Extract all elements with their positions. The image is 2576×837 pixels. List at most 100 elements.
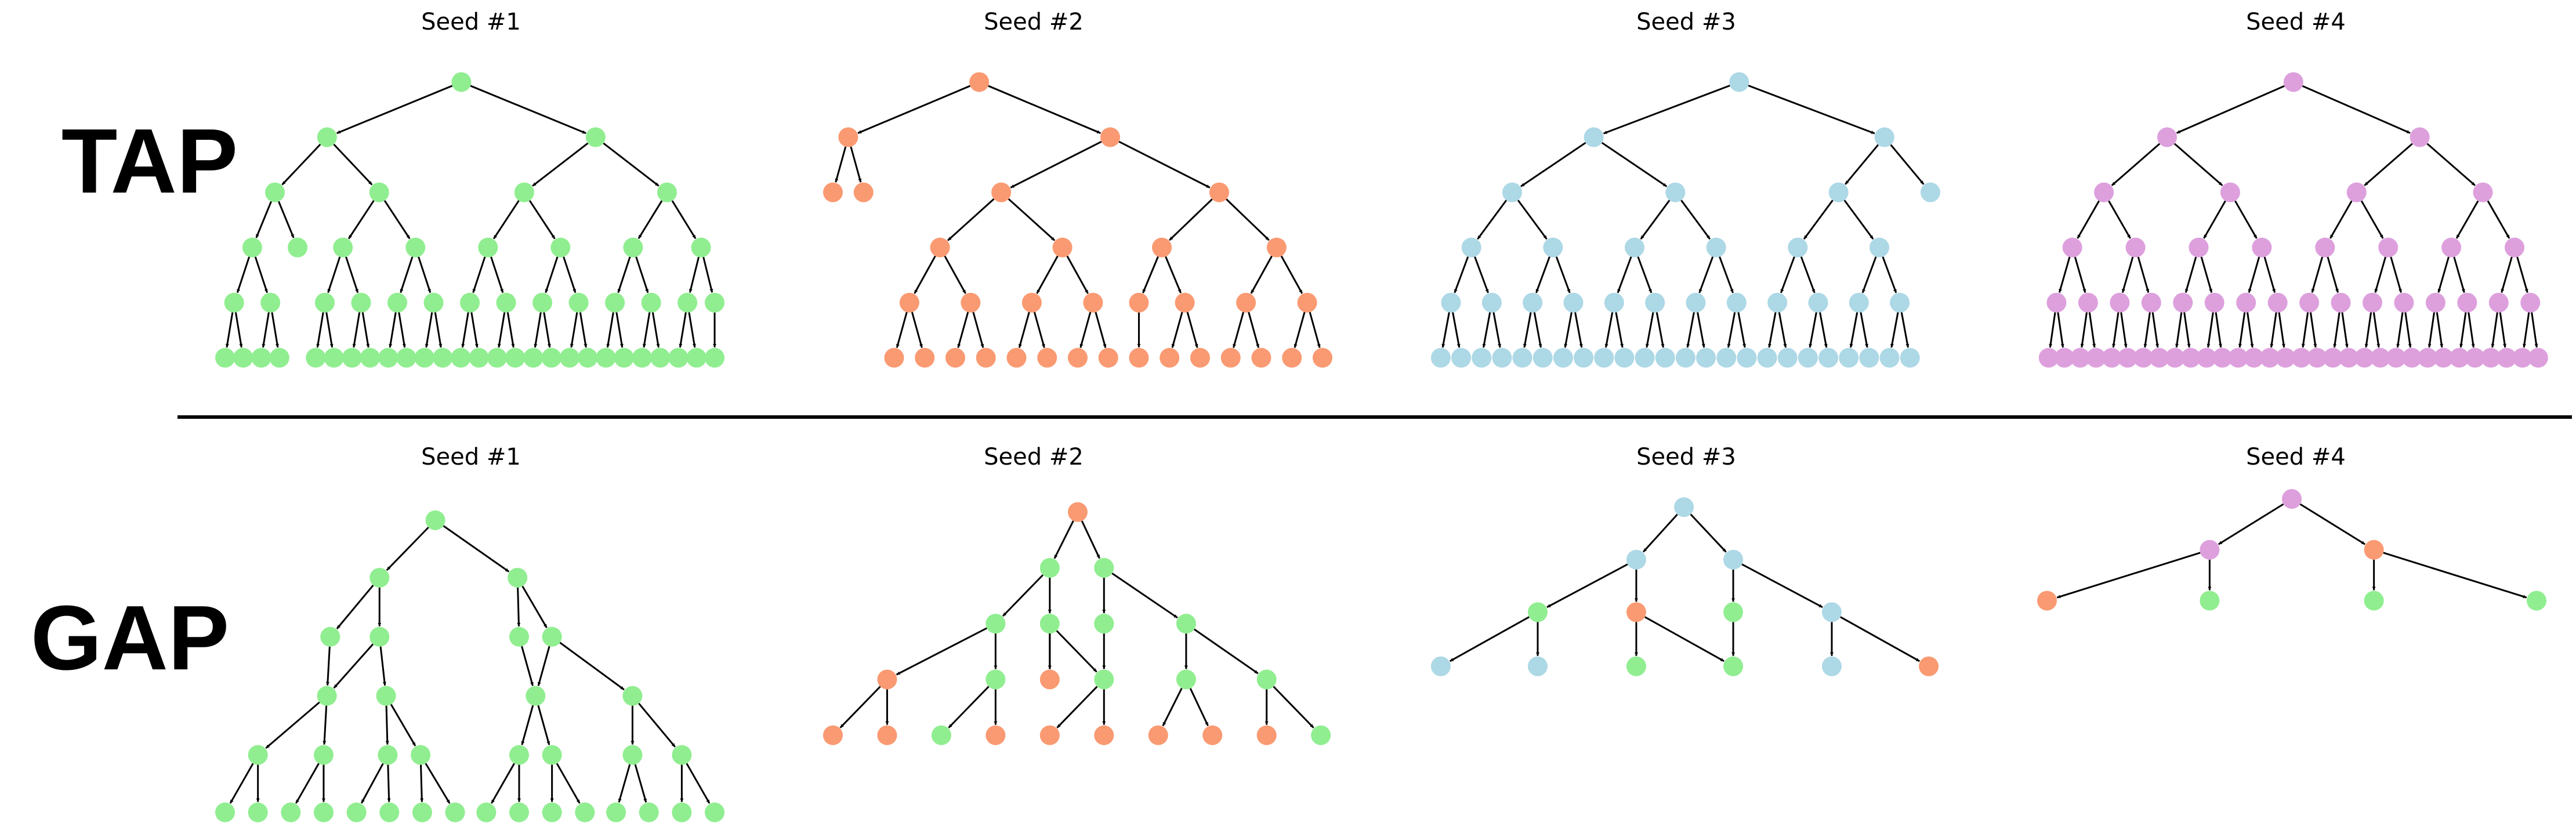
- tree-node: [460, 292, 480, 313]
- tree-node: [369, 182, 389, 202]
- tree-edge: [333, 643, 374, 689]
- tree-edge: [1803, 200, 1834, 240]
- tree-node: [1094, 725, 1114, 745]
- tree-node: [248, 802, 268, 822]
- tree-node: [578, 347, 598, 368]
- tree-node: [1148, 725, 1168, 745]
- panel-title-gap-seed-2: Seed #2: [984, 444, 1084, 470]
- tree-edge: [1680, 200, 1711, 240]
- tree-edge: [2299, 503, 2366, 545]
- tree-node: [2418, 347, 2438, 368]
- tree-edge: [1056, 686, 1098, 729]
- tree-node: [945, 347, 965, 368]
- tree-node: [2086, 347, 2106, 368]
- tree-edge: [2428, 312, 2435, 348]
- tree-node: [1190, 347, 1210, 368]
- tree-edge: [425, 763, 451, 804]
- tree-node: [2165, 347, 2185, 368]
- tree-edge: [1118, 140, 1211, 189]
- tree-node: [2038, 347, 2059, 368]
- tree-node: [2441, 237, 2462, 258]
- tree-node: [838, 127, 858, 147]
- tree-node: [2505, 237, 2525, 258]
- tree-node: [2149, 347, 2169, 368]
- tree-edge: [323, 705, 328, 745]
- tree-edge: [398, 312, 406, 348]
- tree-edge: [1079, 311, 1092, 348]
- tree-edge: [2176, 85, 2285, 134]
- tree-edge: [2390, 256, 2402, 293]
- tree-edge: [1727, 312, 1736, 348]
- tree-node: [639, 802, 659, 822]
- tree-edge: [347, 200, 375, 240]
- panel-title-tap-seed-2: Seed #2: [984, 9, 1084, 35]
- tree-tap-seed-1: [215, 72, 725, 368]
- tree-node: [526, 686, 546, 706]
- tree-node: [1441, 292, 1461, 313]
- tree-node: [1729, 72, 1749, 92]
- tree-node: [251, 347, 271, 368]
- tree-node: [313, 745, 334, 765]
- tree-node: [2197, 347, 2217, 368]
- tree-node: [320, 626, 340, 647]
- tree-node: [2189, 237, 2209, 258]
- tree-node: [1716, 347, 1737, 368]
- tree-edge: [383, 200, 411, 240]
- tree-node: [1869, 237, 1889, 258]
- tree-edge: [2143, 312, 2151, 348]
- tree-edge: [2137, 256, 2150, 293]
- tree-edge: [1800, 256, 1816, 294]
- tree-node: [1674, 497, 1694, 517]
- tree-edge: [2173, 143, 2223, 186]
- tree-node: [2527, 590, 2547, 611]
- tree-node: [2252, 237, 2272, 258]
- panel-title-tap-seed-4: Seed #4: [2246, 9, 2346, 35]
- tree-edge: [472, 256, 486, 294]
- tree-edge: [563, 256, 577, 294]
- row-label-tap: TAP: [61, 110, 238, 212]
- tree-node: [2339, 347, 2359, 368]
- tree-node: [672, 802, 692, 822]
- tree-edge: [254, 256, 268, 294]
- tree-node: [2157, 127, 2178, 147]
- tree-node: [215, 347, 236, 368]
- tree-node: [478, 237, 498, 258]
- tree-node: [559, 347, 579, 368]
- tree-edge: [615, 312, 624, 348]
- tree-edge: [2077, 200, 2100, 239]
- tree-node: [2102, 347, 2122, 368]
- tree-node: [1767, 292, 1788, 313]
- tree-node: [1481, 292, 1502, 313]
- tree-edge: [2455, 200, 2479, 239]
- tree-node: [1451, 347, 1472, 368]
- tree-edge: [1294, 311, 1306, 348]
- tree-node: [2346, 182, 2367, 202]
- tree-node: [1266, 237, 1287, 258]
- tree-edge: [360, 763, 384, 804]
- tree-edge: [1053, 520, 1074, 559]
- tree-edge: [2270, 312, 2277, 348]
- tree-node: [2370, 347, 2390, 368]
- tree-edge: [271, 312, 279, 348]
- tree-node: [2133, 347, 2154, 368]
- tree-node: [1297, 292, 1317, 313]
- tree-edge: [262, 312, 270, 348]
- tree-node: [306, 347, 326, 368]
- tree-node: [1675, 347, 1695, 368]
- tree-edge: [1890, 312, 1899, 348]
- tree-edge: [1273, 686, 1314, 729]
- tree-edge: [617, 256, 631, 294]
- tree-node: [622, 745, 643, 765]
- tree-node: [1052, 237, 1073, 258]
- tree-edge: [521, 705, 534, 745]
- tree-edge: [327, 256, 341, 294]
- tree-node: [2276, 347, 2296, 368]
- tree-edge: [835, 146, 847, 183]
- tree-node: [2267, 292, 2288, 313]
- tree-node: [632, 347, 652, 368]
- tree-node: [2204, 292, 2224, 313]
- tree-node: [705, 292, 725, 313]
- tree-edge: [1226, 198, 1270, 241]
- tree-node: [1645, 292, 1665, 313]
- tree-node: [445, 802, 465, 822]
